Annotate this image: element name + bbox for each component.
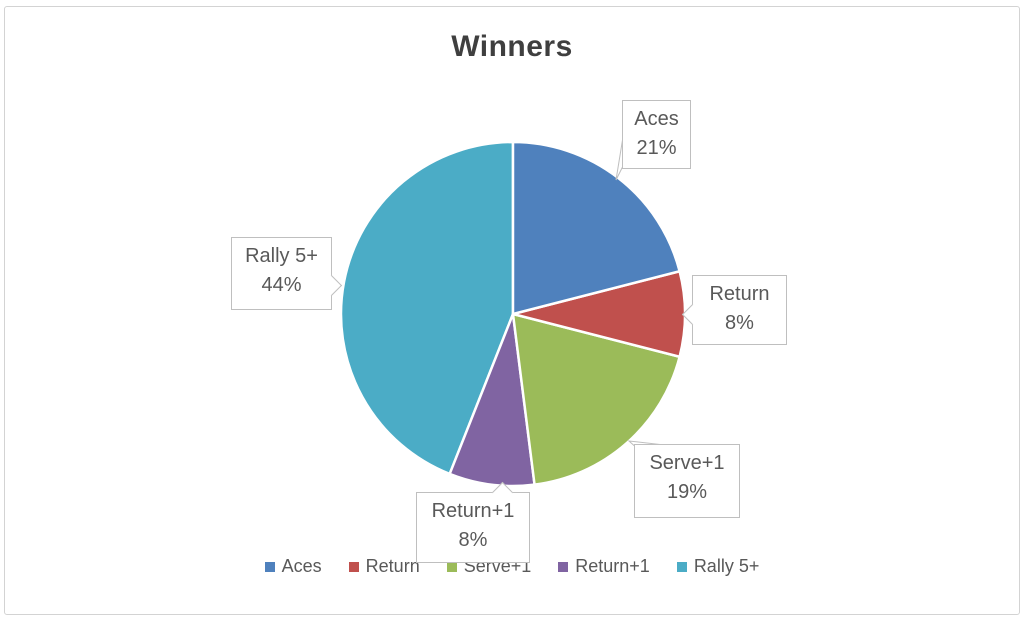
data-label-return[interactable]: Return 8% <box>681 275 787 345</box>
legend-item-rally-5[interactable]: Rally 5+ <box>676 556 760 577</box>
chart-title[interactable]: Winners <box>451 30 573 63</box>
pie-slice-serve-1[interactable] <box>511 312 681 486</box>
data-label-category: Rally 5+ <box>245 245 318 267</box>
data-label-aces[interactable]: Aces 21% <box>622 100 691 169</box>
data-label-value: 44% <box>261 274 302 296</box>
data-label-value: 21% <box>636 137 677 159</box>
data-label-category: Return <box>709 283 770 305</box>
data-label-category: Return+1 <box>431 500 515 522</box>
legend-label: Rally 5+ <box>693 556 760 576</box>
data-label-value: 8% <box>725 312 754 334</box>
data-label-value: 19% <box>666 481 708 503</box>
pie-slice-aces[interactable] <box>511 140 681 316</box>
legend-marker-rally-5 <box>676 561 687 572</box>
data-label-return-1[interactable]: Return+1 8% <box>416 481 530 563</box>
legend-item-return[interactable]: Return <box>348 556 420 577</box>
legend-marker-serve-1 <box>446 561 457 572</box>
legend-marker-return-1 <box>558 561 569 572</box>
legend-label: Return <box>365 556 420 576</box>
data-label-category: Serve+1 <box>649 452 725 474</box>
data-label-serve-1[interactable]: Serve+1 19% <box>634 444 740 518</box>
chart-legend: Aces Return Serve+1 Return+1 Rally 5+ <box>0 556 1024 577</box>
data-label-category: Aces <box>634 108 679 130</box>
pie-slice-rally-5[interactable] <box>339 140 515 476</box>
legend-item-aces[interactable]: Aces <box>264 556 322 577</box>
data-label-rally-5[interactable]: Rally 5+ 44% <box>231 237 343 310</box>
legend-marker-return <box>348 561 359 572</box>
legend-label: Aces <box>281 556 322 576</box>
legend-label: Return+1 <box>575 556 650 576</box>
data-label-value: 8% <box>458 529 488 551</box>
legend-item-return-1[interactable]: Return+1 <box>558 556 650 577</box>
legend-marker-aces <box>264 561 275 572</box>
